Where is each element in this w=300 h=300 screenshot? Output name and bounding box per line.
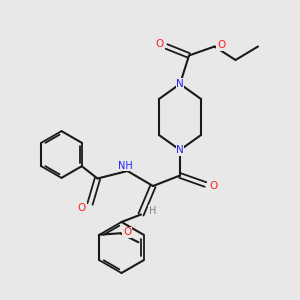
Text: O: O <box>217 40 225 50</box>
Text: NH: NH <box>118 160 133 171</box>
Text: N: N <box>176 79 184 89</box>
Text: H: H <box>149 206 156 216</box>
Text: O: O <box>210 181 218 191</box>
Text: O: O <box>156 39 164 49</box>
Text: O: O <box>78 202 86 213</box>
Text: N: N <box>176 145 184 155</box>
Text: O: O <box>123 227 131 237</box>
